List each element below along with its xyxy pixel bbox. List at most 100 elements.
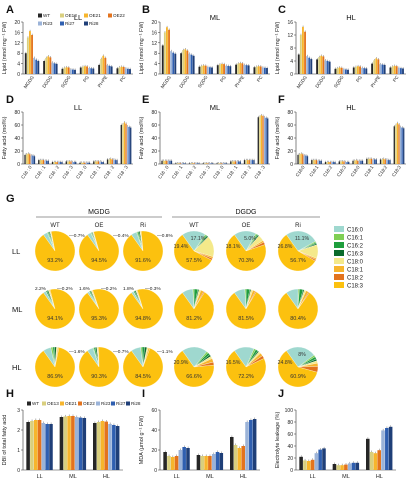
x-tick-label: C16:2 (322, 164, 333, 177)
y-tick-label: 20 (14, 20, 20, 26)
bar (102, 162, 104, 164)
legend-entry: C18:1 (347, 268, 364, 274)
x-tick-label: C16 : 3 (198, 164, 211, 179)
bar (207, 163, 209, 164)
bar (78, 417, 83, 470)
x-tick-label: DGDG (178, 74, 190, 89)
bar (361, 67, 364, 74)
pie-slice (277, 292, 319, 330)
bar (310, 59, 313, 74)
bar (111, 159, 113, 164)
x-tick-label: DGDG (314, 74, 326, 89)
legend-swatch (334, 258, 344, 264)
bar (100, 421, 105, 470)
bar (190, 163, 192, 164)
pie-slice (277, 234, 316, 272)
bar (334, 162, 336, 164)
pie-label-main: 93.2% (47, 258, 63, 264)
panel-h: 0 1 2 3 DBI of total fatty acid LL ML HL WT OE13 O… (2, 401, 141, 480)
legend-swatch (334, 274, 344, 280)
bar (80, 162, 83, 164)
pie-slice (78, 346, 120, 388)
bar (237, 448, 242, 470)
bar (302, 154, 304, 164)
bar (385, 428, 389, 470)
bar (360, 160, 362, 164)
bar (348, 162, 350, 164)
bar (365, 68, 368, 74)
y-tick-label: 1 (17, 448, 20, 454)
column-label: WT (50, 223, 60, 229)
pie-label-minor: —0.7% (69, 233, 85, 239)
bar (30, 421, 34, 470)
bar (170, 160, 173, 164)
bar (215, 452, 220, 470)
bar (346, 162, 348, 164)
bar (182, 163, 185, 164)
bar (245, 422, 249, 470)
pie-label-minor: 19.4% (174, 244, 189, 250)
pie-label-main: 91.6% (135, 258, 151, 264)
legend-swatch (334, 226, 344, 232)
bar (202, 65, 205, 74)
pie: 57.5% 19.4%17.1% (174, 230, 215, 272)
bar (243, 64, 246, 74)
x-tick-label: PI+PE (370, 75, 382, 89)
bar (389, 160, 391, 164)
panel-letter-a: A (6, 4, 14, 16)
bar (37, 420, 42, 470)
legend-entry: OE21 (65, 401, 77, 406)
pie-slice (34, 347, 76, 388)
y-tick-label: 40 (287, 136, 293, 142)
pie-slice (286, 230, 316, 252)
bar (352, 160, 354, 164)
x-tick-label: MGDG (296, 74, 309, 89)
legend-entry: Ri27 (65, 21, 75, 26)
bar (92, 68, 95, 74)
legend-swatch (334, 234, 344, 240)
bar (188, 53, 191, 74)
bar (73, 162, 75, 164)
bar (51, 62, 54, 74)
bar (178, 163, 180, 164)
legend-swatch (334, 250, 344, 256)
pie-label-minor: 16.5% (226, 360, 241, 366)
bar (306, 156, 309, 164)
legend-swatch (38, 21, 42, 26)
bar (90, 68, 93, 74)
bar (253, 67, 256, 74)
bar (329, 162, 331, 164)
pie: 94.1% 2.2% —0.2% (34, 286, 76, 330)
bar (236, 161, 238, 164)
y-axis-label: Fatty acid (mol%) (139, 116, 145, 159)
x-tick-label: C18 : 3 (253, 164, 266, 179)
x-tick-label: C18 : 0 (75, 164, 88, 179)
pie-label-minor: —0.2% (101, 286, 117, 292)
pie: 72.2% 16.5% (226, 346, 267, 388)
bar (31, 35, 33, 74)
y-tick-label: 0 (17, 468, 20, 474)
bar (388, 426, 393, 470)
pie-label-minor: 11.1% (295, 236, 310, 242)
bar (229, 66, 232, 74)
bar (314, 453, 319, 470)
legend-swatch (334, 266, 344, 272)
bar (56, 162, 58, 164)
bar (71, 69, 74, 74)
x-tick-label: HL (240, 474, 247, 480)
bar (118, 67, 121, 74)
bar (97, 161, 100, 164)
bar (230, 161, 232, 164)
bar (53, 63, 56, 74)
x-tick-label: C18 : 3 (116, 164, 129, 179)
bar (216, 163, 218, 164)
chart-title: LL (74, 13, 82, 22)
bar (79, 67, 82, 74)
bar (161, 160, 163, 164)
bar (81, 66, 84, 74)
bar (24, 154, 26, 164)
bar (42, 160, 45, 164)
bar (130, 127, 132, 164)
bar (102, 55, 105, 74)
bar (389, 67, 392, 74)
